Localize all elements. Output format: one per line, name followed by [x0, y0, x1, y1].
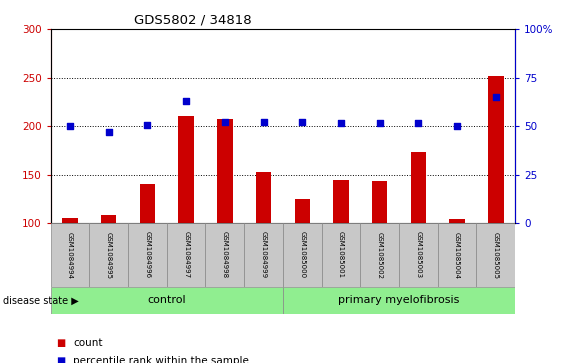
Text: control: control: [148, 295, 186, 305]
Bar: [205, 223, 244, 287]
Point: [259, 119, 268, 125]
Text: GSM1084996: GSM1084996: [145, 232, 150, 278]
Bar: [321, 223, 360, 287]
Bar: [399, 223, 438, 287]
Bar: [256, 172, 271, 321]
Bar: [488, 76, 503, 321]
Bar: [294, 199, 310, 321]
Bar: [333, 180, 348, 321]
Point: [104, 129, 113, 135]
Bar: [217, 119, 233, 321]
Text: GSM1085005: GSM1085005: [493, 232, 499, 278]
Text: GSM1084997: GSM1084997: [183, 232, 189, 278]
Bar: [372, 180, 387, 321]
Bar: [360, 223, 399, 287]
Text: GSM1085004: GSM1085004: [454, 232, 460, 278]
Text: GSM1085002: GSM1085002: [377, 232, 383, 278]
Bar: [101, 216, 117, 321]
Point: [337, 120, 346, 126]
Point: [414, 120, 423, 126]
Point: [298, 119, 307, 125]
Point: [491, 94, 501, 100]
Text: GSM1085001: GSM1085001: [338, 232, 344, 278]
Text: percentile rank within the sample: percentile rank within the sample: [73, 356, 249, 363]
Bar: [438, 223, 476, 287]
Point: [375, 120, 384, 126]
Bar: [178, 117, 194, 321]
Text: GDS5802 / 34818: GDS5802 / 34818: [134, 13, 252, 26]
Text: GSM1084995: GSM1084995: [106, 232, 111, 278]
Text: disease state ▶: disease state ▶: [3, 295, 79, 305]
Bar: [244, 223, 283, 287]
Point: [453, 123, 462, 129]
Bar: [51, 287, 283, 314]
Bar: [51, 223, 90, 287]
Point: [182, 98, 191, 104]
Bar: [283, 287, 515, 314]
Text: ■: ■: [56, 356, 65, 363]
Text: GSM1084998: GSM1084998: [222, 232, 228, 278]
Bar: [140, 184, 155, 321]
Point: [143, 122, 152, 128]
Bar: [128, 223, 167, 287]
Bar: [62, 219, 78, 321]
Bar: [90, 223, 128, 287]
Text: ■: ■: [56, 338, 65, 348]
Point: [220, 119, 229, 125]
Bar: [410, 152, 426, 321]
Point: [65, 123, 74, 129]
Text: GSM1085003: GSM1085003: [415, 232, 421, 278]
Bar: [476, 223, 515, 287]
Text: GSM1084999: GSM1084999: [261, 232, 266, 278]
Text: primary myelofibrosis: primary myelofibrosis: [338, 295, 460, 305]
Text: GSM1084994: GSM1084994: [67, 232, 73, 278]
Text: GSM1085000: GSM1085000: [300, 232, 305, 278]
Bar: [167, 223, 205, 287]
Text: count: count: [73, 338, 102, 348]
Bar: [449, 219, 465, 321]
Bar: [283, 223, 321, 287]
